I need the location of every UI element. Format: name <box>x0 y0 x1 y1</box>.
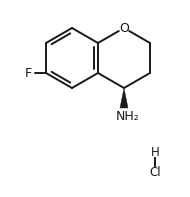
Text: Cl: Cl <box>149 165 161 178</box>
Text: O: O <box>119 21 129 34</box>
Text: H: H <box>151 146 159 159</box>
Polygon shape <box>120 88 128 108</box>
Text: NH₂: NH₂ <box>116 110 140 123</box>
Text: F: F <box>25 67 32 80</box>
